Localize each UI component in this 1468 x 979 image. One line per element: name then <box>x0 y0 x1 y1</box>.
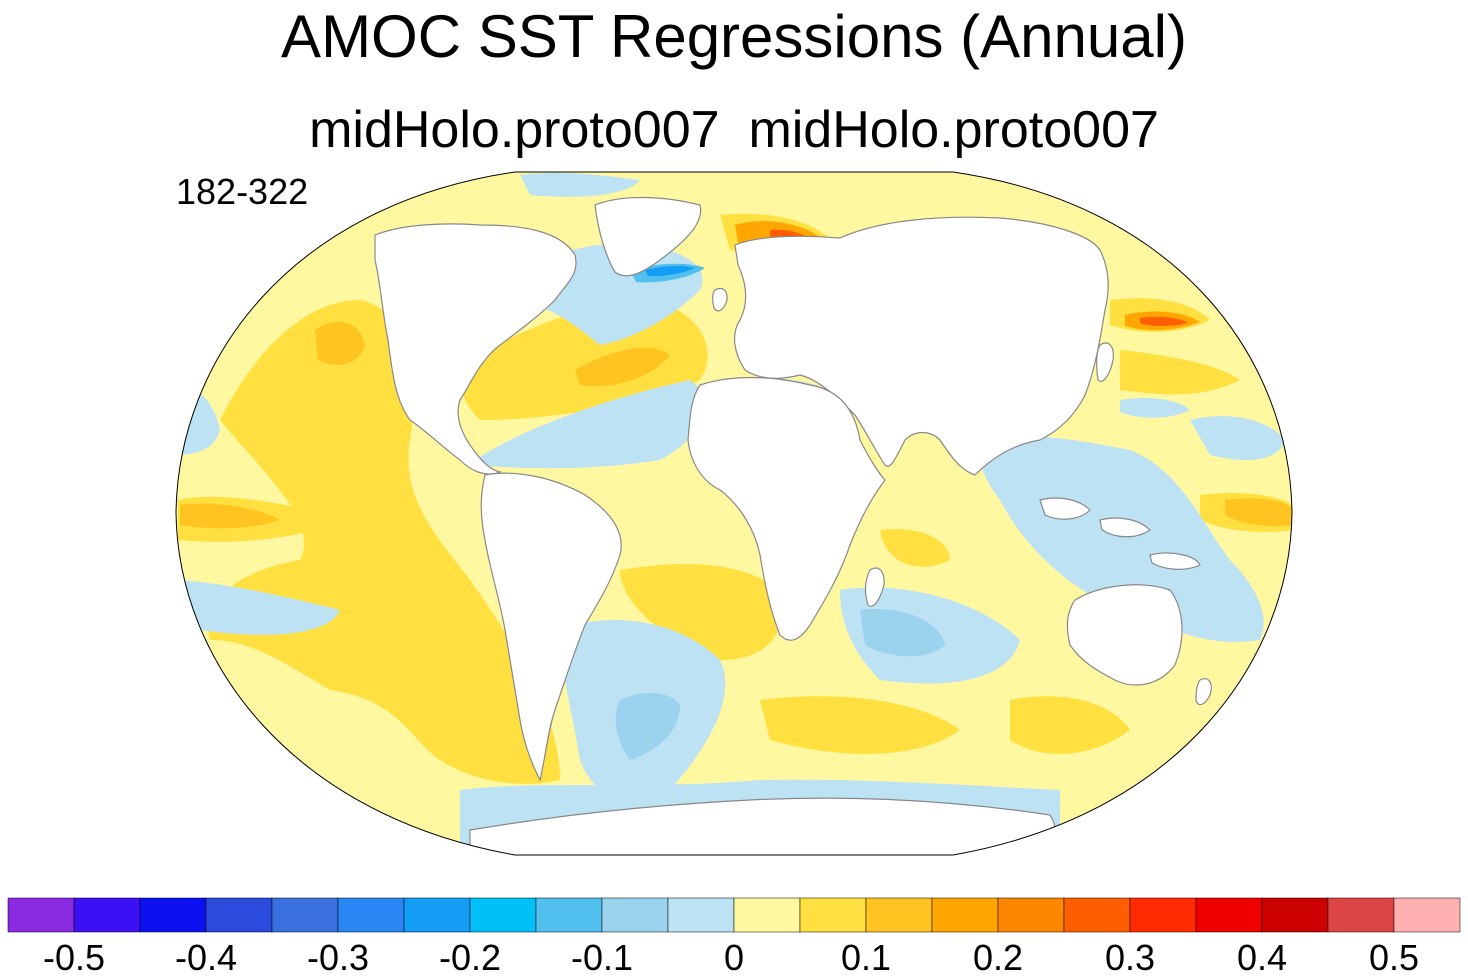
colorbar-tick-label: -0.1 <box>571 937 633 978</box>
colorbar-box <box>1063 897 1131 933</box>
map-subtitle: midHolo.proto007 midHolo.proto007 <box>309 101 1159 159</box>
colorbar-box <box>601 897 669 933</box>
colorbar-boxes <box>7 897 1461 933</box>
colorbar-ticks: -0.5 -0.4 -0.3 -0.2 -0.1 0 0.1 0.2 0.3 0.4 0.5 <box>43 937 1419 978</box>
colorbar-box <box>865 897 933 933</box>
colorbar-tick-label: -0.4 <box>175 937 237 978</box>
continent-north-america <box>374 223 577 475</box>
year-range-label: 182-322 <box>176 171 309 212</box>
colorbar-box <box>205 897 273 933</box>
colorbar-box <box>337 897 405 933</box>
continent-australia <box>1066 584 1183 686</box>
islands-maritime-continent <box>1039 497 1201 570</box>
colorbar-tick-label: -0.5 <box>43 937 105 978</box>
islands-japan <box>1096 342 1114 382</box>
colorbar-box <box>1327 897 1395 933</box>
islands-new-zealand <box>1195 678 1212 706</box>
island-madagascar <box>864 567 885 607</box>
colorbar-box <box>271 897 339 933</box>
continent-eurasia <box>733 216 1109 476</box>
land-masses <box>374 196 1212 855</box>
colorbar-box <box>799 897 867 933</box>
colorbar-box <box>667 897 735 933</box>
colorbar-box <box>403 897 471 933</box>
colorbar-box <box>1393 897 1461 933</box>
colorbar-box <box>1261 897 1329 933</box>
colorbar-tick-label: 0 <box>724 937 744 978</box>
landmass-greenland <box>594 196 702 277</box>
colorbar-box <box>469 897 537 933</box>
map-title: AMOC SST Regressions (Annual) <box>281 3 1187 70</box>
islands-british <box>712 287 728 312</box>
colorbar-box <box>733 897 801 933</box>
world-map <box>175 171 1293 856</box>
colorbar-tick-label: -0.3 <box>307 937 369 978</box>
colorbar-box <box>997 897 1065 933</box>
colorbar-box <box>931 897 999 933</box>
map-projection-border <box>175 171 1293 856</box>
colorbar-tick-label: -0.2 <box>439 937 501 978</box>
colorbar-tick-label: 0.2 <box>973 937 1023 978</box>
colorbar-box <box>139 897 207 933</box>
colorbar-box <box>535 897 603 933</box>
colorbar-box <box>1195 897 1263 933</box>
colorbar-box <box>7 897 75 933</box>
colorbar-box <box>1129 897 1197 933</box>
strong-negative-anomaly-fields <box>615 263 945 760</box>
continent-south-america <box>480 472 622 782</box>
colorbar-tick-label: 0.5 <box>1369 937 1419 978</box>
colorbar-tick-label: 0.4 <box>1237 937 1287 978</box>
continent-africa <box>687 376 886 641</box>
colorbar-tick-label: 0.3 <box>1105 937 1155 978</box>
colorbar-box <box>73 897 141 933</box>
colorbar-tick-label: 0.1 <box>841 937 891 978</box>
